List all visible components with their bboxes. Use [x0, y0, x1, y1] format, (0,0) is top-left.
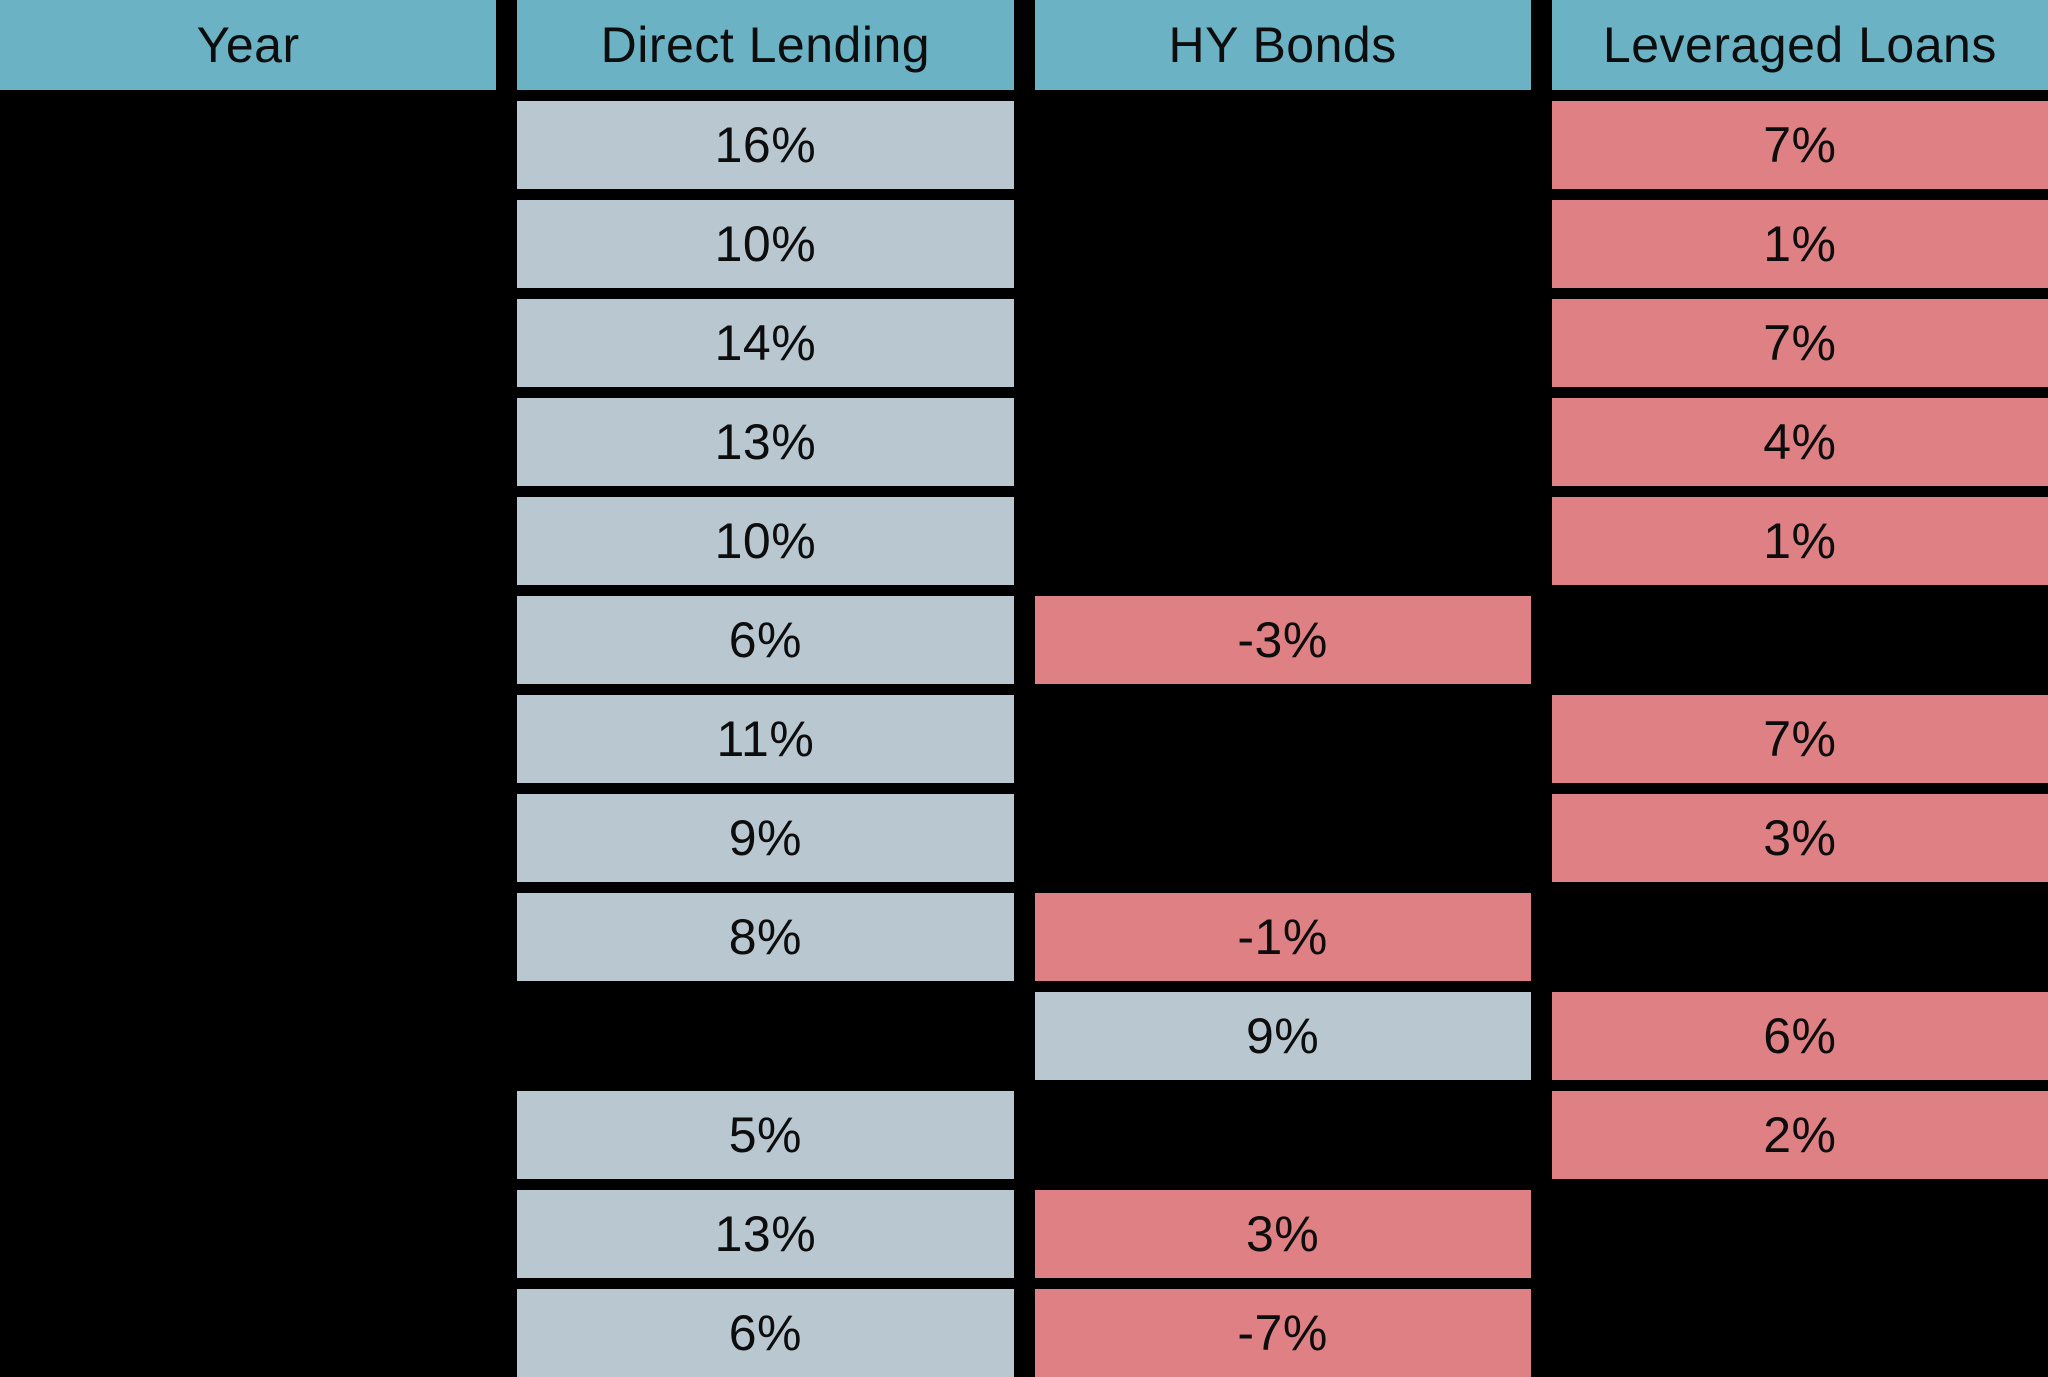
column-header-hy-bonds: HY Bonds [1034, 0, 1531, 90]
cell-r6-direct-lending: 6% [517, 596, 1014, 684]
cell-r8-direct-lending: 9% [517, 794, 1014, 882]
cell-r11-hy-bonds [1035, 1091, 1531, 1179]
cell-r10-leveraged-loans: 6% [1551, 992, 2048, 1080]
cell-r6-hy-bonds: -3% [1034, 596, 1531, 684]
cell-r4-year [0, 398, 496, 486]
cell-r9-hy-bonds: -1% [1034, 893, 1531, 981]
cell-r5-hy-bonds [1035, 497, 1531, 585]
column-header-year: Year [0, 0, 497, 90]
cell-r9-year [0, 893, 496, 981]
cell-r5-direct-lending: 10% [517, 497, 1014, 585]
cell-r12-year [0, 1190, 496, 1278]
cell-r5-year [0, 497, 496, 585]
cell-r2-hy-bonds [1035, 200, 1531, 288]
cell-r1-hy-bonds [1035, 101, 1531, 189]
cell-r4-hy-bonds [1035, 398, 1531, 486]
column-header-direct-lending: Direct Lending [517, 0, 1014, 90]
cell-r9-direct-lending: 8% [517, 893, 1014, 981]
cell-r10-direct-lending [517, 992, 1013, 1080]
cell-r4-leveraged-loans: 4% [1551, 398, 2048, 486]
cell-r6-leveraged-loans [1552, 596, 2048, 684]
column-header-leveraged-loans: Leveraged Loans [1551, 0, 2048, 90]
cell-r1-direct-lending: 16% [517, 101, 1014, 189]
cell-r1-year [0, 101, 496, 189]
cell-r3-hy-bonds [1035, 299, 1531, 387]
cell-r9-leveraged-loans [1552, 893, 2048, 981]
cell-r13-hy-bonds: -7% [1034, 1289, 1531, 1377]
cell-r11-direct-lending: 5% [517, 1091, 1014, 1179]
cell-r11-year [0, 1091, 496, 1179]
cell-r11-leveraged-loans: 2% [1551, 1091, 2048, 1179]
cell-r12-hy-bonds: 3% [1034, 1190, 1531, 1278]
cell-r13-direct-lending: 6% [517, 1289, 1014, 1377]
cell-r13-leveraged-loans [1552, 1289, 2048, 1377]
cell-r2-year [0, 200, 496, 288]
cell-r8-leveraged-loans: 3% [1551, 794, 2048, 882]
cell-r5-leveraged-loans: 1% [1551, 497, 2048, 585]
cell-r2-direct-lending: 10% [517, 200, 1014, 288]
cell-r6-year [0, 596, 496, 684]
cell-r12-direct-lending: 13% [517, 1190, 1014, 1278]
cell-r10-year [0, 992, 496, 1080]
cell-r3-leveraged-loans: 7% [1551, 299, 2048, 387]
cell-r7-hy-bonds [1035, 695, 1531, 783]
cell-r13-year [0, 1289, 496, 1377]
cell-r8-year [0, 794, 496, 882]
cell-r12-leveraged-loans [1552, 1190, 2048, 1278]
cell-r3-direct-lending: 14% [517, 299, 1014, 387]
cell-r7-year [0, 695, 496, 783]
cell-r7-direct-lending: 11% [517, 695, 1014, 783]
cell-r4-direct-lending: 13% [517, 398, 1014, 486]
cell-r3-year [0, 299, 496, 387]
cell-r7-leveraged-loans: 7% [1551, 695, 2048, 783]
cell-r10-hy-bonds: 9% [1034, 992, 1531, 1080]
cell-r2-leveraged-loans: 1% [1551, 200, 2048, 288]
cell-r1-leveraged-loans: 7% [1551, 101, 2048, 189]
cell-r8-hy-bonds [1035, 794, 1531, 882]
